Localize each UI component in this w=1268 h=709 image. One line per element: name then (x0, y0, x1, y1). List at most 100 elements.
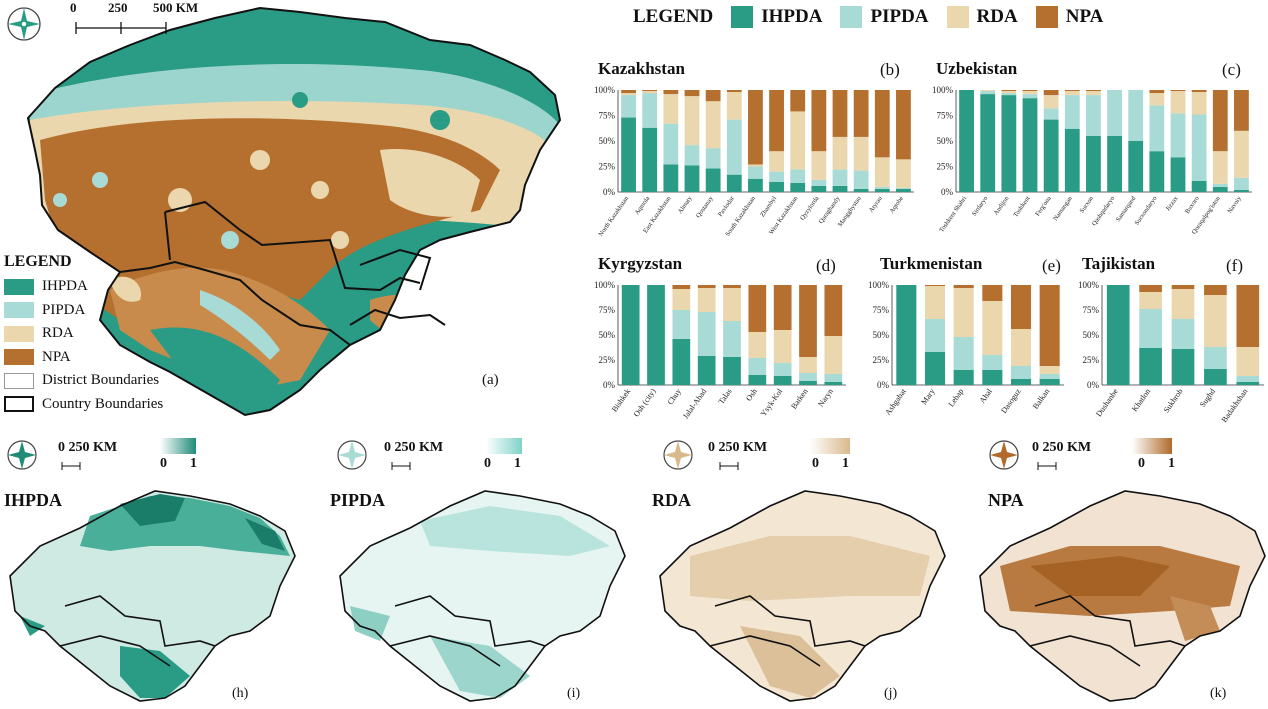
bar-segment-rda (684, 96, 700, 146)
bar-segment-pipda (642, 93, 658, 128)
x-tick-label: Sukhrob (1162, 387, 1185, 414)
x-tick-label: Samarqand (1115, 195, 1138, 224)
y-tick-label: 0% (877, 380, 890, 390)
chart-title-uzbekistan: Uzbekistan (936, 59, 1018, 78)
small-map-ihpda (7, 438, 296, 702)
bar-segment-rda (1149, 93, 1165, 106)
map-legend-swatch-country (4, 396, 34, 413)
x-tick-label: Qashqadaryo (1091, 195, 1116, 227)
bar-segment-pipda (621, 95, 636, 118)
small-map-title-i: PIPDA (330, 490, 385, 510)
bar-segment-rda (726, 92, 742, 120)
bar-segment-pipda (1139, 309, 1162, 348)
panel-label-a: (a) (482, 372, 499, 388)
bar-segment-pipda (726, 119, 742, 175)
bar-segment-ihpda (799, 381, 817, 385)
bar-segment-pipda (705, 148, 721, 169)
bar-segment-pipda (1204, 347, 1227, 369)
x-tick-label: Naryn (816, 387, 835, 409)
map-legend-label-npa: NPA (42, 348, 71, 365)
bar-segment-npa (953, 285, 974, 288)
ramp-max-k: 1 (1168, 456, 1175, 471)
bar-segment-rda (1204, 295, 1227, 347)
small-map-rda (659, 438, 946, 702)
bar-segment-rda (1064, 91, 1080, 96)
map-legend-row-district: District Boundaries (4, 369, 204, 393)
ramp-max-j: 1 (842, 456, 849, 471)
bar-segment-npa (1043, 90, 1059, 96)
map-legend-row-rda: RDA (4, 322, 204, 346)
small-map-scale-k: 0 250 KM (1032, 440, 1092, 455)
bar-segment-rda (773, 330, 792, 363)
x-tick-label: Aqmola (634, 195, 652, 216)
chart-label-b: (b) (880, 60, 900, 79)
bar-segment-rda (748, 164, 763, 167)
bar-segment-pipda (1086, 95, 1101, 136)
ramp-max-h: 1 (190, 456, 197, 471)
x-tick-label: Toshkent (1012, 195, 1031, 219)
x-tick-label: Balkan (1031, 387, 1051, 411)
bar-segment-pipda (672, 310, 691, 339)
bar-segment-npa (697, 285, 716, 288)
chart-label-f: (f) (1226, 256, 1243, 275)
y-tick-label: 75% (599, 111, 616, 121)
chart-title-kazakhstan: Kazakhstan (598, 59, 685, 78)
y-tick-label: 0% (603, 380, 616, 390)
bar-segment-ihpda (748, 375, 767, 385)
chart-title-tajikistan: Tajikistan (1082, 254, 1156, 273)
y-tick-label: 0% (941, 187, 954, 197)
x-tick-label: Badakhshan (1220, 387, 1250, 424)
bar-segment-rda (1236, 347, 1260, 376)
small-map-pipda (337, 438, 626, 702)
bar-segment-pipda (697, 312, 716, 356)
map-legend-label-ihpda: IHPDA (42, 278, 88, 295)
chart-kazakhstan: 0%25%50%75%100%North Kazakhstan AqmolaEas… (594, 85, 914, 238)
ramp-min-k: 0 (1138, 456, 1145, 471)
bar-segment-rda (790, 111, 806, 170)
bar-segment-pipda (953, 337, 974, 370)
bar-segment-rda (1191, 92, 1207, 115)
bar-segment-ihpda (1064, 128, 1080, 192)
y-tick-label: 0% (1087, 380, 1100, 390)
y-tick-label: 75% (873, 305, 890, 315)
bar-segment-npa (705, 90, 721, 102)
bar-segment-pipda (748, 166, 763, 179)
y-tick-label: 25% (599, 162, 616, 172)
y-tick-label: 75% (937, 111, 954, 121)
x-tick-label: Batken (789, 387, 809, 411)
bar-segment-npa (1236, 285, 1260, 347)
x-tick-label: North Kazakhstan (597, 195, 630, 238)
chart-title-kyrgyzstan: Kyrgyzstan (598, 254, 683, 273)
y-tick-label: 50% (873, 330, 890, 340)
map-legend-title: LEGEND (4, 253, 72, 270)
bar-segment-npa (1191, 90, 1207, 93)
small-map-label-j: (j) (884, 686, 898, 701)
legend-swatch-pipda (840, 6, 863, 28)
bar-segment-pipda (982, 355, 1003, 370)
x-tick-label: Mary (919, 387, 936, 406)
bar-segment-npa (769, 90, 784, 152)
bar-segment-rda (1010, 329, 1032, 366)
bar-segment-ihpda (811, 185, 827, 192)
bar-segment-pipda (799, 373, 817, 381)
map-legend-label-district: District Boundaries (42, 372, 160, 389)
bar-segment-ihpda (982, 370, 1003, 385)
legend-label-pipda: PIPDA (870, 6, 929, 27)
bar-segment-ihpda (1106, 285, 1130, 385)
bar-segment-pipda (1212, 183, 1228, 187)
bar-segment-npa (982, 285, 1003, 301)
bar-segment-pipda (1191, 114, 1207, 181)
map-legend-row-pipda: PIPDA (4, 299, 204, 323)
ramp-min-i: 0 (484, 456, 491, 471)
bar-segment-pipda (1039, 374, 1060, 379)
x-tick-label: Zhambyl (759, 195, 778, 218)
x-tick-label: Ashgabat (883, 386, 908, 417)
bar-segment-ihpda (1204, 369, 1227, 385)
bar-segment-npa (1234, 90, 1249, 131)
main-map (7, 6, 562, 417)
bar-segment-ihpda (748, 178, 763, 192)
bar-segment-rda (748, 332, 767, 358)
bar-segment-ihpda (924, 352, 946, 385)
map-legend-swatch-rda (4, 325, 34, 342)
x-tick-label: Qyzylorda (799, 195, 821, 222)
